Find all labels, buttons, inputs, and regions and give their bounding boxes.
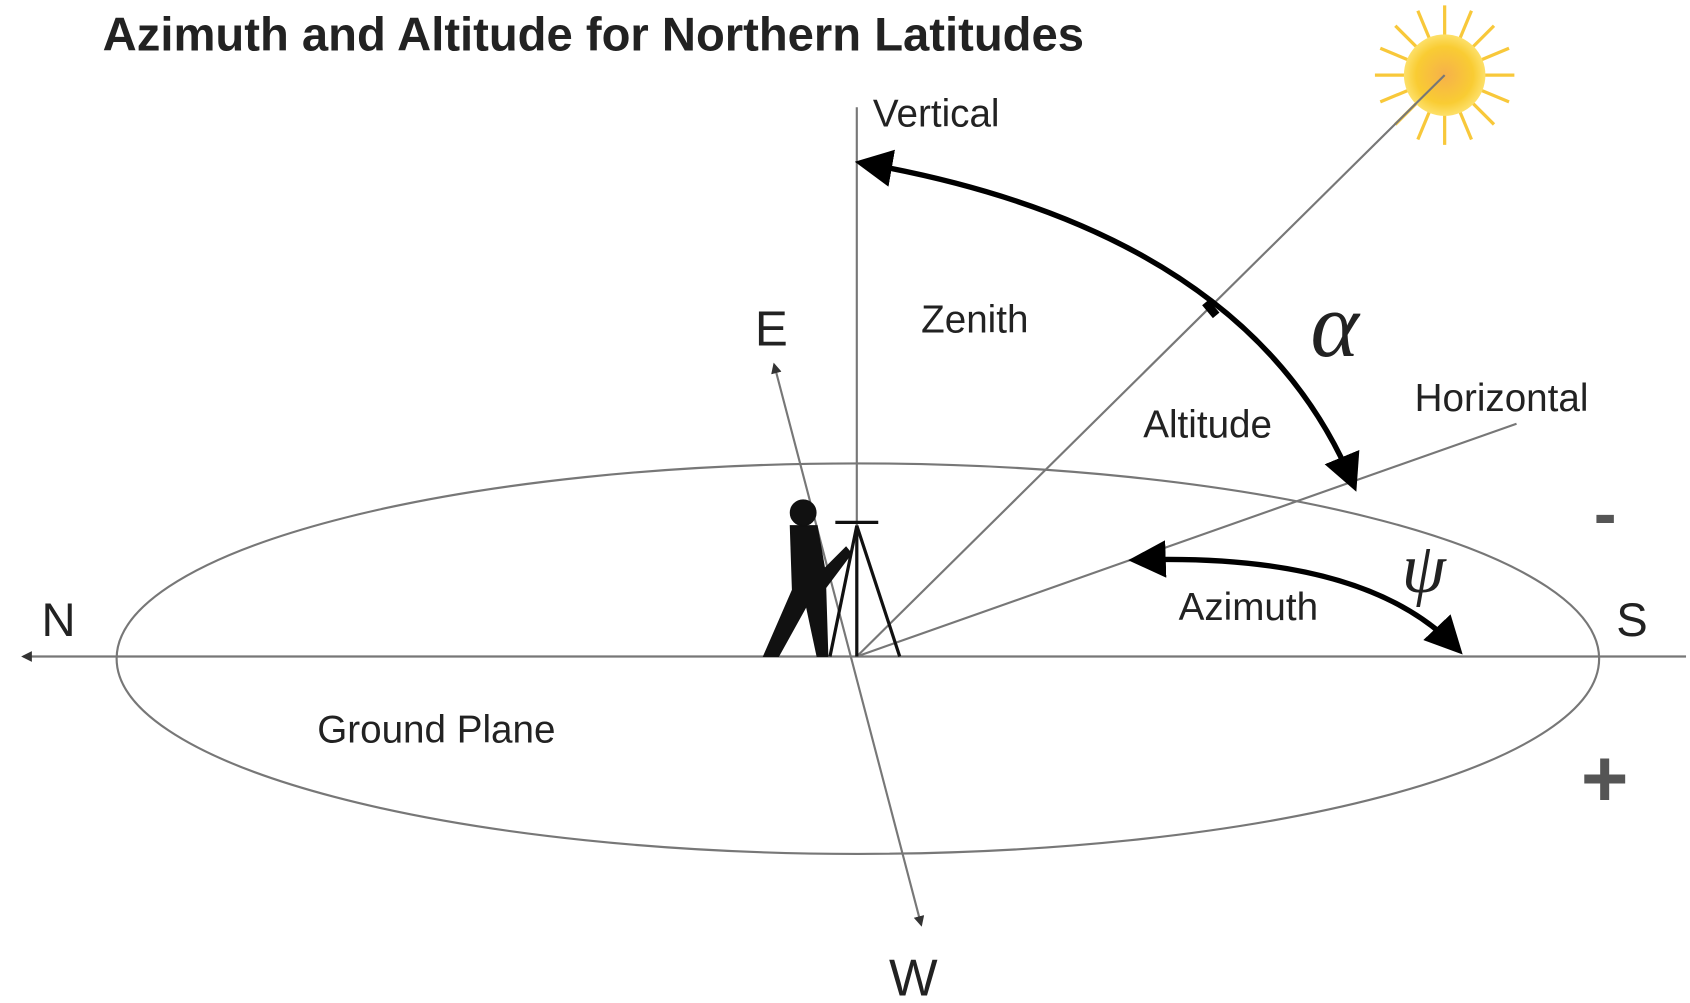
north-label: N <box>42 594 76 647</box>
altitude-label: Altitude <box>1143 404 1272 447</box>
east-label: E <box>755 301 788 356</box>
diagram: Azimuth and Altitude for Northern Latitu… <box>0 0 1690 1003</box>
horizontal-label: Horizontal <box>1415 377 1589 420</box>
vertical-label: Vertical <box>873 93 1000 136</box>
south-label: S <box>1616 594 1647 647</box>
east-west-axis <box>774 365 921 925</box>
psi-symbol: ψ <box>1402 530 1447 608</box>
alpha-symbol: α <box>1311 274 1361 376</box>
plus-sign: + <box>1581 734 1629 825</box>
minus-sign: - <box>1594 474 1617 551</box>
azimuth-label: Azimuth <box>1179 586 1318 629</box>
zenith-label: Zenith <box>921 299 1028 342</box>
ground-plane-label: Ground Plane <box>317 708 555 751</box>
west-label: W <box>889 948 938 1003</box>
title: Azimuth and Altitude for Northern Latitu… <box>103 8 1084 61</box>
